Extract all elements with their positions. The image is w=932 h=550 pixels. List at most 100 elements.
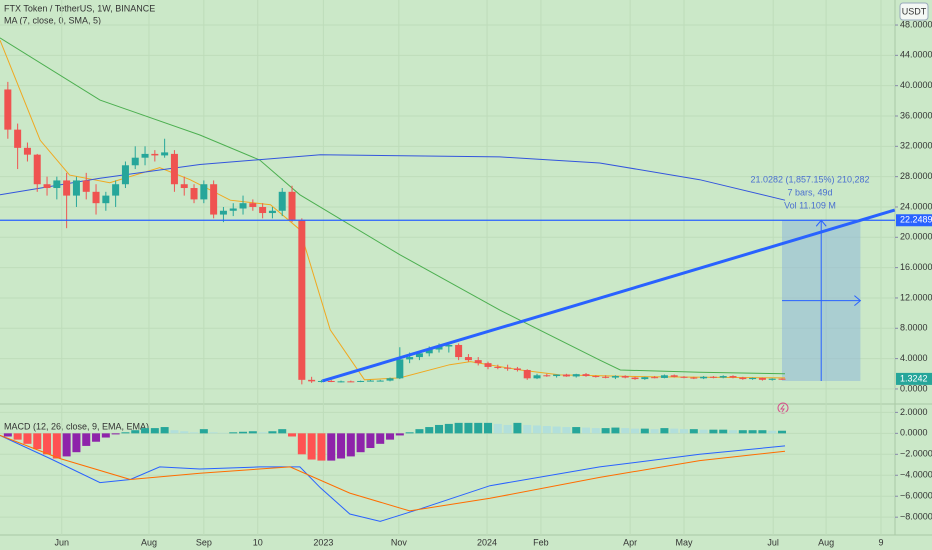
- histogram-bar: [670, 428, 679, 434]
- x-tick-label: Jun: [54, 537, 69, 547]
- candle-body: [259, 206, 267, 214]
- histogram-bar: [327, 433, 336, 461]
- histogram-bar: [376, 433, 385, 444]
- histogram-bar: [386, 433, 395, 440]
- histogram-bar: [562, 427, 571, 434]
- candle-body: [455, 344, 463, 358]
- y-tick-label: 0.0000: [900, 428, 928, 438]
- candle-body: [758, 377, 766, 380]
- candle-body: [719, 376, 727, 378]
- candle-body: [709, 376, 717, 378]
- histogram-bar: [288, 433, 297, 437]
- candle-body: [121, 165, 129, 185]
- measure-arrowhead-h: [854, 295, 862, 306]
- y-tick-label: 32.0000: [900, 141, 932, 151]
- measure-label: 21.0282 (1,857.15%) 210,282: [750, 175, 869, 185]
- candle-body: [92, 191, 100, 204]
- candle-body: [582, 374, 590, 377]
- candle-body: [533, 375, 541, 379]
- x-tick-label: 2024: [477, 537, 497, 547]
- histogram-bar: [650, 429, 659, 434]
- candle-body: [200, 184, 208, 200]
- x-tick-label: Aug: [141, 537, 157, 547]
- candle-body: [327, 380, 335, 382]
- measure-label: 7 bars, 49d: [787, 188, 832, 198]
- candle-body: [651, 377, 659, 379]
- y-tick-label: 2.0000: [900, 407, 928, 417]
- candle-body: [210, 184, 218, 215]
- candle-body: [739, 377, 747, 380]
- candle-body: [768, 378, 776, 380]
- histogram-bar: [199, 429, 208, 434]
- histogram-bar: [758, 430, 767, 434]
- histogram-bar: [278, 429, 287, 434]
- candle-body: [572, 374, 580, 377]
- candle-body: [396, 359, 404, 379]
- histogram-bar: [356, 433, 365, 453]
- candle-body: [386, 378, 394, 381]
- histogram-bar: [523, 424, 532, 434]
- y-tick-label: −2.0000: [900, 449, 932, 459]
- candle-body: [700, 376, 708, 379]
- histogram-bar: [474, 422, 483, 434]
- macd-label: MACD (12, 26, close, 9, EMA, EMA): [4, 421, 149, 431]
- candle-body: [631, 377, 639, 380]
- last-price-label: 1.3242: [900, 373, 928, 383]
- histogram-bar: [631, 428, 640, 434]
- histogram-bar: [180, 431, 189, 434]
- histogram-bar: [484, 422, 493, 434]
- candle-body: [690, 377, 698, 379]
- histogram-bar: [591, 428, 600, 434]
- candle-body: [239, 203, 247, 209]
- indicator-line: [0, 434, 786, 512]
- histogram-bar: [738, 430, 747, 434]
- candle-body: [592, 376, 600, 378]
- candle-body: [523, 369, 531, 379]
- candle-body: [219, 210, 227, 215]
- histogram-bar: [729, 430, 738, 434]
- currency-box[interactable]: [899, 2, 929, 21]
- histogram-bar: [552, 426, 561, 434]
- candle-body: [376, 380, 384, 382]
- histogram-bar: [131, 430, 140, 434]
- histogram-bar: [297, 433, 306, 455]
- histogram-bar: [307, 433, 316, 460]
- candle-body: [308, 379, 316, 382]
- histogram-bar: [464, 422, 473, 434]
- candle-body: [484, 363, 492, 367]
- indicator-line: [0, 154, 786, 201]
- histogram-bar: [513, 422, 522, 434]
- histogram-bar: [601, 428, 610, 434]
- candle-body: [729, 376, 737, 378]
- histogram-bar: [748, 430, 757, 434]
- histogram-bar: [542, 426, 551, 434]
- candle-body: [43, 184, 51, 189]
- histogram-bar: [141, 428, 150, 434]
- histogram-bar: [170, 430, 179, 434]
- y-tick-label: 0.0000: [900, 383, 928, 393]
- histogram-bar: [395, 433, 404, 436]
- y-tick-label: 20.0000: [900, 232, 932, 242]
- candle-body: [435, 346, 443, 350]
- candle-body: [347, 381, 355, 383]
- candle-body: [4, 89, 12, 130]
- y-tick-label: 44.0000: [900, 50, 932, 60]
- y-tick-label: −6.0000: [900, 491, 932, 501]
- candle-body: [141, 153, 149, 158]
- candle-body: [102, 195, 110, 204]
- candle-body: [151, 153, 159, 156]
- candle-body: [602, 376, 610, 378]
- histogram-bar: [209, 432, 218, 434]
- x-tick-label: Sep: [196, 537, 212, 547]
- candle-body: [180, 184, 188, 189]
- histogram-bar: [92, 433, 101, 442]
- event-icon[interactable]: [777, 402, 789, 414]
- histogram-bar: [533, 425, 542, 434]
- measure-label: Vol 11.109 M: [784, 201, 836, 211]
- candle-body: [415, 353, 423, 358]
- candle-body: [14, 129, 22, 148]
- y-tick-label: −8.0000: [900, 512, 932, 522]
